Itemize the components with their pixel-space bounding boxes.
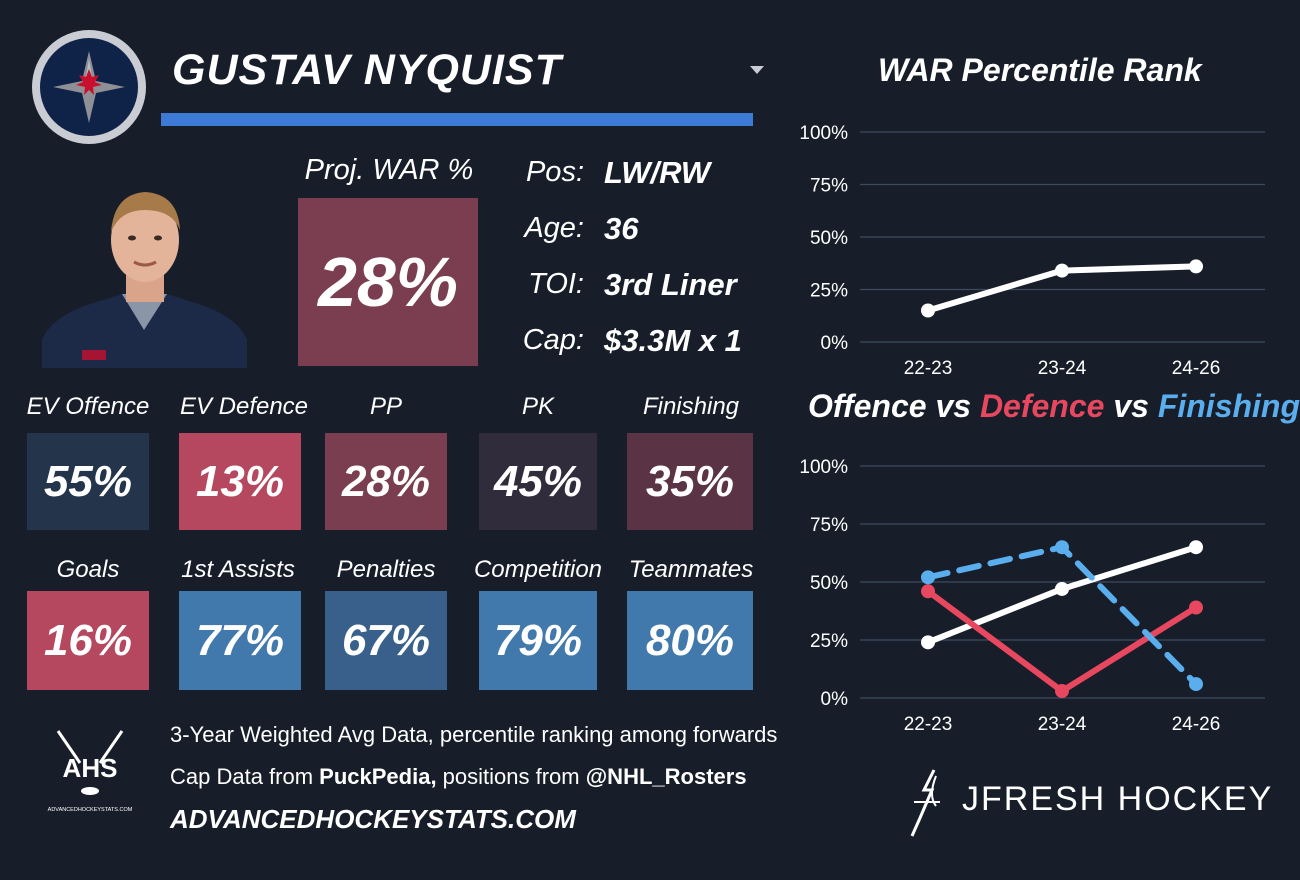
y-tick-label: 0%	[821, 689, 849, 710]
tile-label-1st-assists: 1st Assists	[181, 556, 295, 583]
x-tick-label: 23-24	[1038, 714, 1087, 735]
ahs-logo: AHS ADVANCEDHOCKEYSTATS.COM	[48, 730, 133, 813]
tile-pp: 28%	[325, 433, 447, 530]
tile-label-competition: Competition	[473, 556, 603, 583]
y-tick-label: 50%	[810, 573, 848, 594]
x-tick-label: 22-23	[904, 714, 953, 735]
data-point	[1055, 581, 1069, 596]
tile-label-pk: PK	[521, 393, 554, 420]
nhl-rosters-credit: @NHL_Rosters	[585, 764, 747, 789]
info-value-age: 36	[604, 211, 639, 246]
info-key-cap: Cap:	[522, 324, 584, 356]
player-name: GUSTAV NYQUIST	[172, 46, 562, 94]
data-point	[921, 303, 935, 318]
data-point	[1055, 540, 1069, 555]
jfresh-logo-icon	[910, 769, 940, 837]
info-value-cap: $3.3M x 1	[604, 323, 742, 358]
tile-label-finishing: Finishing	[642, 393, 740, 420]
y-tick-label: 25%	[810, 631, 848, 652]
player-photo	[42, 192, 247, 368]
y-tick-label: 25%	[810, 281, 848, 302]
series-line-finishing	[925, 544, 1199, 688]
proj-war-label: Proj. WAR %	[304, 154, 474, 186]
tile-teammates: 80%	[627, 591, 753, 690]
footer-line-2-prefix: Cap Data from	[170, 764, 320, 789]
info-key-toi: TOI:	[528, 268, 584, 300]
name-underline	[161, 113, 753, 126]
proj-war-value: 28%	[298, 198, 478, 366]
tile-pk: 45%	[479, 433, 597, 530]
data-point	[1189, 677, 1203, 692]
data-point	[1055, 684, 1069, 699]
info-key-age: Age:	[524, 212, 584, 244]
info-key-pos: Pos:	[525, 156, 584, 188]
tile-label-teammates: Teammates	[628, 556, 754, 583]
y-tick-label: 100%	[799, 123, 848, 144]
tile-label-ev-offence: EV Offence	[26, 393, 150, 420]
y-tick-label: 50%	[810, 228, 848, 249]
info-value-pos: LW/RW	[604, 155, 711, 190]
offence-defence-finishing-chart: 0% 25% 50% 75% 100% 22-23 23-24 24-26	[799, 457, 1265, 735]
chart2-title-offence: Offence	[808, 388, 927, 424]
war-percentile-chart: 0% 25% 50% 75% 100% 22-23 23-24 24-26	[799, 123, 1265, 379]
y-tick-label: 75%	[810, 176, 848, 197]
tile-penalties: 67%	[325, 591, 447, 690]
x-tick-label: 23-24	[1038, 358, 1087, 379]
chart2-title-defence: Defence	[979, 388, 1105, 424]
chart2-title-finishing: Finishing	[1157, 388, 1300, 424]
chart2-title-vs-1: vs	[926, 388, 980, 424]
chart2-title-vs-2: vs	[1104, 388, 1158, 424]
tile-label-ev-defence: EV Defence	[179, 393, 309, 420]
jets-logo-icon	[53, 51, 125, 123]
y-tick-label: 0%	[821, 333, 849, 354]
brand-name: JFRESH HOCKEY	[962, 780, 1274, 818]
data-point	[1189, 600, 1203, 615]
tile-ev-defence: 13%	[179, 433, 301, 530]
tile-label-pp: PP	[369, 393, 402, 420]
y-tick-label: 100%	[799, 457, 848, 478]
data-point	[921, 635, 935, 650]
info-value-toi: 3rd Liner	[604, 267, 737, 302]
y-tick-label: 75%	[810, 515, 848, 536]
footer-line-2: Cap Data from PuckPedia, positions from …	[170, 764, 747, 790]
ahs-logo-text: AHS	[63, 753, 118, 783]
data-point	[1055, 263, 1069, 278]
x-tick-label: 24-26	[1172, 714, 1221, 735]
chart2-title: Offence vs Defence vs Finishing	[808, 388, 1300, 425]
tile-1st-assists: 77%	[179, 591, 301, 690]
ahs-logo-small-text: ADVANCEDHOCKEYSTATS.COM	[48, 807, 133, 813]
data-point	[921, 584, 935, 599]
tile-label-penalties: Penalties	[336, 556, 436, 583]
data-point	[1189, 540, 1203, 555]
chart1-title: WAR Percentile Rank	[878, 52, 1202, 88]
tile-goals: 16%	[27, 591, 149, 690]
data-point	[1189, 259, 1203, 274]
data-point	[921, 570, 935, 585]
tile-ev-offence: 55%	[27, 433, 149, 530]
tile-finishing: 35%	[627, 433, 753, 530]
site-url[interactable]: ADVANCEDHOCKEYSTATS.COM	[170, 804, 576, 834]
x-tick-label: 24-26	[1172, 358, 1221, 379]
tile-competition: 79%	[479, 591, 597, 690]
tile-label-goals: Goals	[56, 556, 120, 583]
footer-line-1: 3-Year Weighted Avg Data, percentile ran…	[170, 722, 778, 747]
footer-line-2-mid: positions from	[436, 764, 586, 789]
puckpedia-credit: PuckPedia,	[319, 764, 437, 789]
x-tick-label: 22-23	[904, 358, 953, 379]
team-logo	[32, 30, 146, 144]
chevron-down-icon[interactable]	[750, 66, 764, 74]
